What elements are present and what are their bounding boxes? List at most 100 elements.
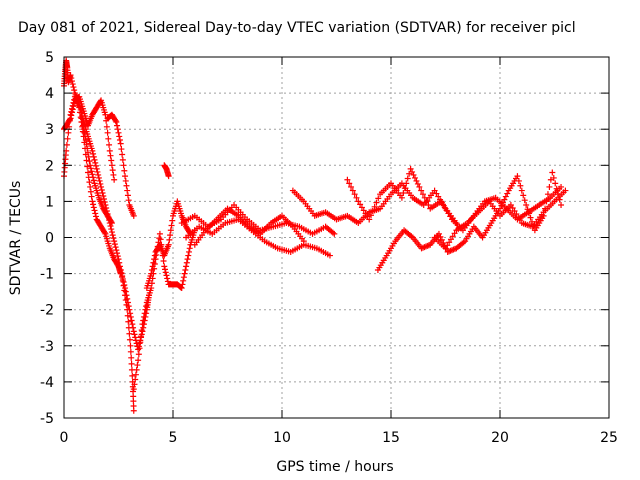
data-point — [137, 339, 144, 346]
data-point — [89, 198, 96, 205]
data-point — [63, 141, 70, 148]
data-point — [163, 272, 170, 279]
data-point — [122, 285, 129, 292]
data-point — [121, 167, 128, 174]
data-point — [355, 198, 362, 205]
data-point — [80, 126, 87, 133]
data-point — [348, 183, 355, 190]
data-point — [161, 263, 168, 270]
data-point — [398, 194, 405, 201]
data-point — [96, 177, 103, 184]
data-point — [127, 313, 134, 320]
data-point — [435, 230, 442, 237]
data-point — [109, 232, 116, 239]
data-point — [67, 111, 74, 118]
data-point — [98, 183, 105, 190]
data-point — [421, 194, 428, 201]
data-point — [119, 151, 126, 158]
data-point — [111, 238, 118, 245]
data-point — [95, 171, 102, 178]
data-point — [68, 105, 75, 112]
data-point — [81, 129, 88, 136]
data-point — [140, 317, 147, 324]
data-point — [89, 171, 96, 178]
data-point — [182, 266, 189, 273]
data-point — [419, 191, 426, 198]
data-point — [109, 167, 116, 174]
data-point — [108, 157, 115, 164]
data-point — [346, 180, 353, 187]
data-point — [431, 187, 438, 194]
data-point — [509, 205, 516, 212]
data-point — [103, 123, 110, 130]
data-point — [108, 226, 115, 233]
data-point — [127, 310, 134, 317]
data-point — [514, 173, 521, 180]
y-tick-label: 0 — [45, 231, 54, 247]
data-point — [358, 204, 365, 211]
data-point — [68, 78, 75, 85]
x-tick-label: 25 — [600, 430, 618, 446]
data-point — [442, 245, 449, 252]
data-point — [92, 159, 99, 166]
data-point — [88, 193, 95, 200]
data-point — [101, 199, 108, 206]
data-point — [165, 173, 172, 180]
data-point — [140, 313, 147, 320]
data-point — [515, 177, 522, 184]
data-point — [84, 149, 91, 156]
data-point — [404, 175, 411, 182]
data-point — [92, 162, 99, 169]
data-point — [183, 259, 190, 266]
data-point — [552, 180, 559, 187]
data-point — [164, 278, 171, 285]
data-point — [92, 210, 99, 217]
data-point — [446, 239, 453, 246]
data-point — [77, 114, 84, 121]
data-point — [106, 147, 113, 154]
data-point — [437, 233, 444, 240]
y-tick-label: -4 — [40, 375, 54, 391]
x-tick-label: 0 — [60, 430, 69, 446]
y-axis-label: SDTVAR / TECUs — [8, 181, 24, 296]
data-point — [116, 133, 123, 140]
data-point — [114, 253, 121, 260]
data-point — [79, 118, 86, 125]
data-point — [101, 229, 108, 236]
data-point — [156, 230, 163, 237]
y-tick-label: 2 — [45, 158, 54, 174]
data-point — [117, 140, 124, 147]
data-point — [86, 179, 93, 186]
data-point — [156, 235, 163, 242]
data-point — [91, 156, 98, 163]
data-point — [83, 141, 90, 148]
data-point — [184, 256, 191, 263]
data-point — [445, 210, 452, 217]
data-point — [515, 214, 522, 221]
data-point — [124, 192, 131, 199]
data-point — [106, 141, 113, 148]
data-point — [160, 257, 167, 264]
data-point — [373, 199, 380, 206]
data-point — [139, 321, 146, 328]
data-point — [150, 259, 157, 266]
data-point — [135, 357, 142, 364]
data-point — [558, 202, 565, 209]
data-point — [162, 269, 169, 276]
data-point — [168, 222, 175, 229]
data-point — [400, 189, 407, 196]
data-point — [133, 366, 140, 373]
data-point — [132, 371, 139, 378]
data-point — [123, 182, 130, 189]
axis-ticks — [63, 56, 610, 419]
data-point — [69, 102, 76, 109]
data-point — [558, 183, 565, 190]
data-point — [82, 133, 89, 140]
data-point — [409, 168, 416, 175]
data-point — [120, 162, 127, 169]
data-point — [121, 282, 128, 289]
data-point — [91, 207, 98, 214]
series-arc-m — [289, 180, 460, 227]
data-point — [177, 284, 184, 291]
data-point — [143, 303, 150, 310]
